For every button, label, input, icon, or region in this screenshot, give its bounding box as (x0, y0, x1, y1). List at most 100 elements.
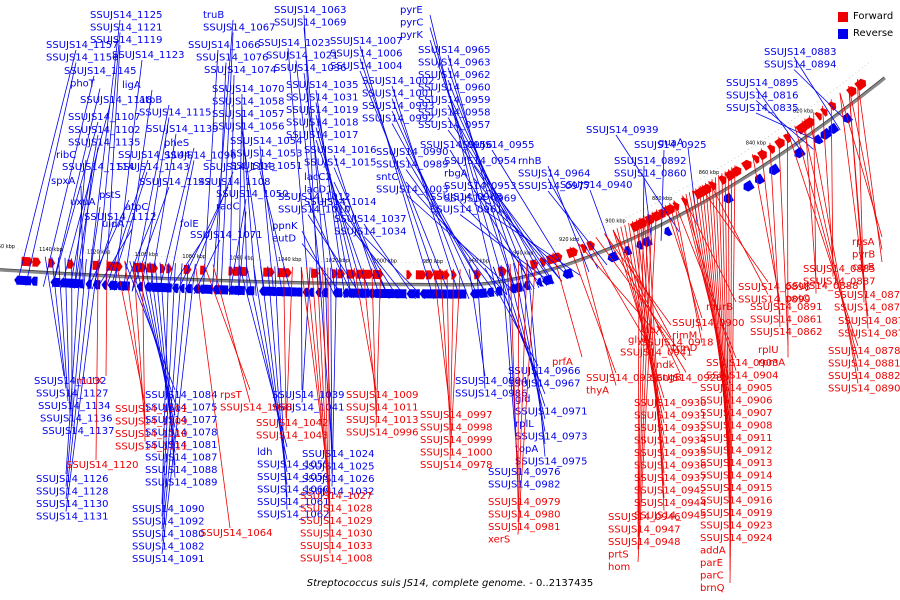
leader-line (793, 56, 841, 131)
gene-label: SSUJS14_1136 (40, 414, 113, 425)
gene-label: SSUJS14_0885 (803, 264, 876, 275)
leader-line (405, 194, 517, 294)
gene-label: SSUJS14_0923 (700, 521, 773, 532)
leader-line (637, 213, 649, 538)
leader-line (729, 165, 736, 584)
gene-label: uidA (102, 219, 124, 230)
gene-label: SSUJS14_0925 (634, 140, 707, 151)
gene-label: SSUJS14_1058 (212, 97, 285, 108)
leader-line (804, 118, 817, 282)
gene-label: SSUJS14_0938 (586, 373, 659, 384)
gene-label: SSUJS14_1087 (145, 453, 218, 464)
leader-line (141, 261, 146, 442)
ruler-tick-label: 1160 kbp (0, 244, 15, 250)
reverse-gene-arrow (743, 180, 755, 192)
gene-label: ldh (257, 447, 272, 458)
forward-gene-arrow (724, 170, 735, 182)
leader-line (327, 267, 331, 554)
gene-label: folE (180, 219, 199, 230)
leader-line (660, 149, 665, 241)
leader-line (769, 142, 781, 328)
leader-line (87, 19, 121, 290)
forward-gene-arrow (820, 107, 828, 117)
leader-line (517, 261, 519, 510)
leader-line (238, 93, 243, 296)
leader-line (129, 260, 176, 403)
gene-label: SSUJS14_1008 (300, 554, 373, 565)
gene-label: SSUJS14_1102 (68, 125, 141, 136)
gene-label: SSUJS14_0894 (764, 60, 837, 71)
gene-label: SSUJS14_0935 (634, 448, 707, 459)
gene-label: SSUJS14_1009 (346, 390, 419, 401)
leader-line (161, 263, 190, 542)
gene-label: SSUJS14_1016 (304, 145, 377, 156)
gene-label: SSUJS14_0877 (838, 329, 900, 340)
gene-label: SSUJS14_1001 (362, 89, 435, 100)
leader-line (131, 104, 170, 292)
ruler-tick-label: 1040 kbp (278, 257, 302, 263)
leader-line (429, 39, 517, 294)
ruler-tick-label: 920 kbp (559, 237, 579, 243)
gene-label: SSUJS14_1062 (257, 510, 330, 521)
gene-label: uxuA (70, 197, 96, 208)
leader-line (65, 259, 93, 500)
gene-label: lacC2 (304, 172, 332, 183)
gene-label: pyrK (400, 30, 423, 41)
leader-line (755, 112, 823, 144)
gene-label: SSUJS14_1130 (36, 499, 109, 510)
gene-label: pstS (99, 190, 121, 201)
gene-label: SSUJS14_1043 (256, 431, 329, 442)
leader-line (363, 236, 425, 300)
gene-label: SSUJS14_1114 (62, 162, 135, 173)
gene-label: SSUJS14_0934 (634, 436, 707, 447)
gene-label: SSUJS14_1028 (300, 504, 373, 515)
gene-label: xerS (488, 535, 510, 546)
gene-label: SSUJS14_0977 (518, 181, 591, 192)
gene-label: lacD1 (304, 185, 332, 196)
leader-line (87, 199, 130, 290)
leader-line (552, 252, 583, 358)
gene-label: SSUJS14_1021 (266, 51, 339, 62)
forward-gene-arrow (774, 138, 785, 149)
leader-line (69, 134, 99, 289)
leader-line (506, 264, 546, 420)
leader-line (74, 147, 99, 289)
gene-label: eutD (272, 234, 296, 245)
leader-line (287, 47, 310, 298)
gene-label: SSUJS14_0953 (444, 181, 517, 192)
leader-line (353, 268, 377, 391)
ruler-tick-label: 1140 kbp (39, 247, 63, 253)
leader-line (755, 87, 805, 156)
forward-gene-arrow (846, 86, 857, 98)
gene-label: SSUJS14_1082 (132, 542, 205, 553)
leader-line (682, 195, 737, 303)
gene-label: SSUJS14_1066 (188, 40, 261, 51)
gene-label: SSUJS14_0999 (420, 435, 493, 446)
leader-line (637, 215, 644, 525)
leader-line (303, 72, 337, 298)
ruler-tick-label: 1020 kbp (326, 258, 350, 264)
gene-label: SSUJS14_0948 (608, 537, 681, 548)
leader-line (229, 74, 235, 296)
gene-label: SSUJS14_0916 (700, 496, 773, 507)
gene-label: SSUJS14_0967 (508, 379, 581, 390)
gene-label: SSUJS14_1142 (139, 177, 212, 188)
reverse-gene-arrow (30, 276, 38, 286)
forward-gene-arrow (361, 269, 374, 279)
gene-label: SSUJS14_0964 (518, 169, 591, 180)
gene-label: SSUJS14_0990 (376, 147, 449, 158)
leader-line (857, 79, 883, 263)
reverse-gene-arrow (204, 284, 213, 294)
leader-line (449, 149, 535, 290)
gene-label: brnQ (700, 583, 725, 594)
legend-label-reverse: Reverse (853, 28, 894, 39)
gene-label: SSUJS14_1056 (212, 122, 285, 133)
leader-line (484, 267, 539, 367)
leader-line (51, 257, 67, 389)
gene-label: SSUJS14_1123 (112, 50, 185, 61)
gene-label: rimM (672, 331, 697, 342)
forward-gene-arrow (263, 267, 275, 277)
leader-line (391, 110, 480, 299)
gene-label: SSUJS14_0947 (608, 525, 681, 536)
ruler-tick-label: 840 kbp (746, 141, 766, 147)
